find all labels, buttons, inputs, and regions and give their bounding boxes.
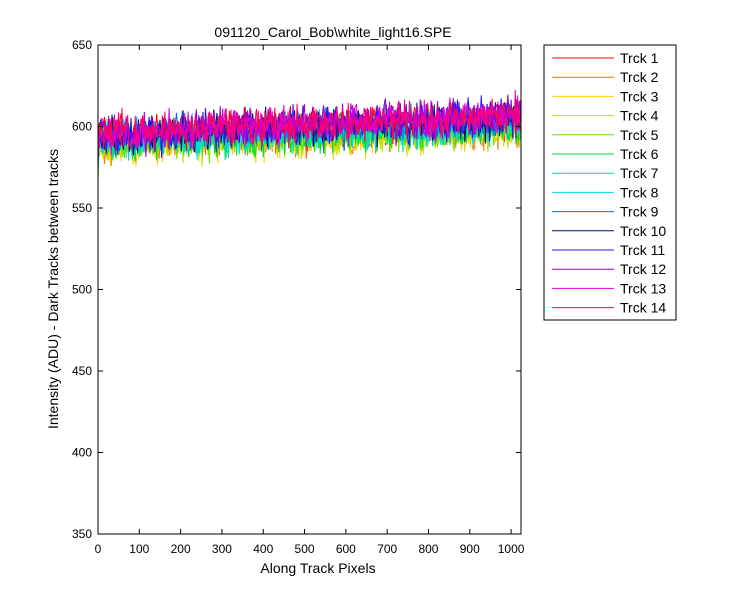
legend-label: Trck 11 [620,242,665,258]
x-tick-label: 800 [418,542,438,556]
y-tick-label: 550 [72,201,92,215]
x-axis-label: Along Track Pixels [260,560,375,576]
legend-label: Trck 2 [620,69,659,85]
legend-label: Trck 1 [620,50,659,66]
legend-items: Trck 1 Trck 2 Trck 3 Trck 4 Trck 5 Trck 6 Trck… [552,50,666,316]
chart-title: 091120_Carol_Bob\white_light16.SPE [214,24,451,40]
legend-label: Trck 13 [620,280,666,296]
x-tick-label: 600 [336,542,356,556]
legend-label: Trck 10 [620,223,666,239]
x-tick-label: 200 [171,542,191,556]
y-tick-label: 500 [72,283,92,297]
legend-box [543,44,677,321]
y-tick-label: 450 [72,364,92,378]
x-tick-label: 0 [95,542,102,556]
legend-label: Trck 3 [620,88,659,104]
legend-label: Trck 7 [620,165,659,181]
y-axis: 350 400 450 500 550 600 650 [72,38,521,541]
legend-label: Trck 5 [620,127,659,143]
x-tick-label: 500 [295,542,315,556]
y-tick-label: 650 [72,38,92,52]
legend-label: Trck 8 [620,184,659,200]
y-tick-label: 600 [72,120,92,134]
x-tick-label: 400 [253,542,273,556]
plot-area: 0 100 200 300 400 500 600 700 800 900 1000 350 400 4… [72,38,525,556]
legend-label: Trck 4 [620,108,659,124]
legend: Trck 1 Trck 2 Trck 3 Trck 4 Trck 5 Trck 6 Trck… [543,44,677,321]
legend-label: Trck 9 [620,204,659,220]
y-tick-label: 350 [72,527,92,541]
x-tick-label: 900 [460,542,480,556]
legend-label: Trck 6 [620,146,659,162]
x-tick-label: 100 [129,542,149,556]
x-tick-label: 1000 [498,542,525,556]
y-tick-label: 400 [72,446,92,460]
x-tick-label: 700 [377,542,397,556]
x-axis: 0 100 200 300 400 500 600 700 800 900 1000 [95,45,525,556]
legend-label: Trck 14 [620,300,666,316]
series-layer [97,89,521,182]
series-line-trck-14 [97,95,521,153]
y-axis-label: Intensity (ADU) - Dark Tracks between tr… [45,149,61,429]
legend-label: Trck 12 [620,261,666,277]
x-tick-label: 300 [212,542,232,556]
